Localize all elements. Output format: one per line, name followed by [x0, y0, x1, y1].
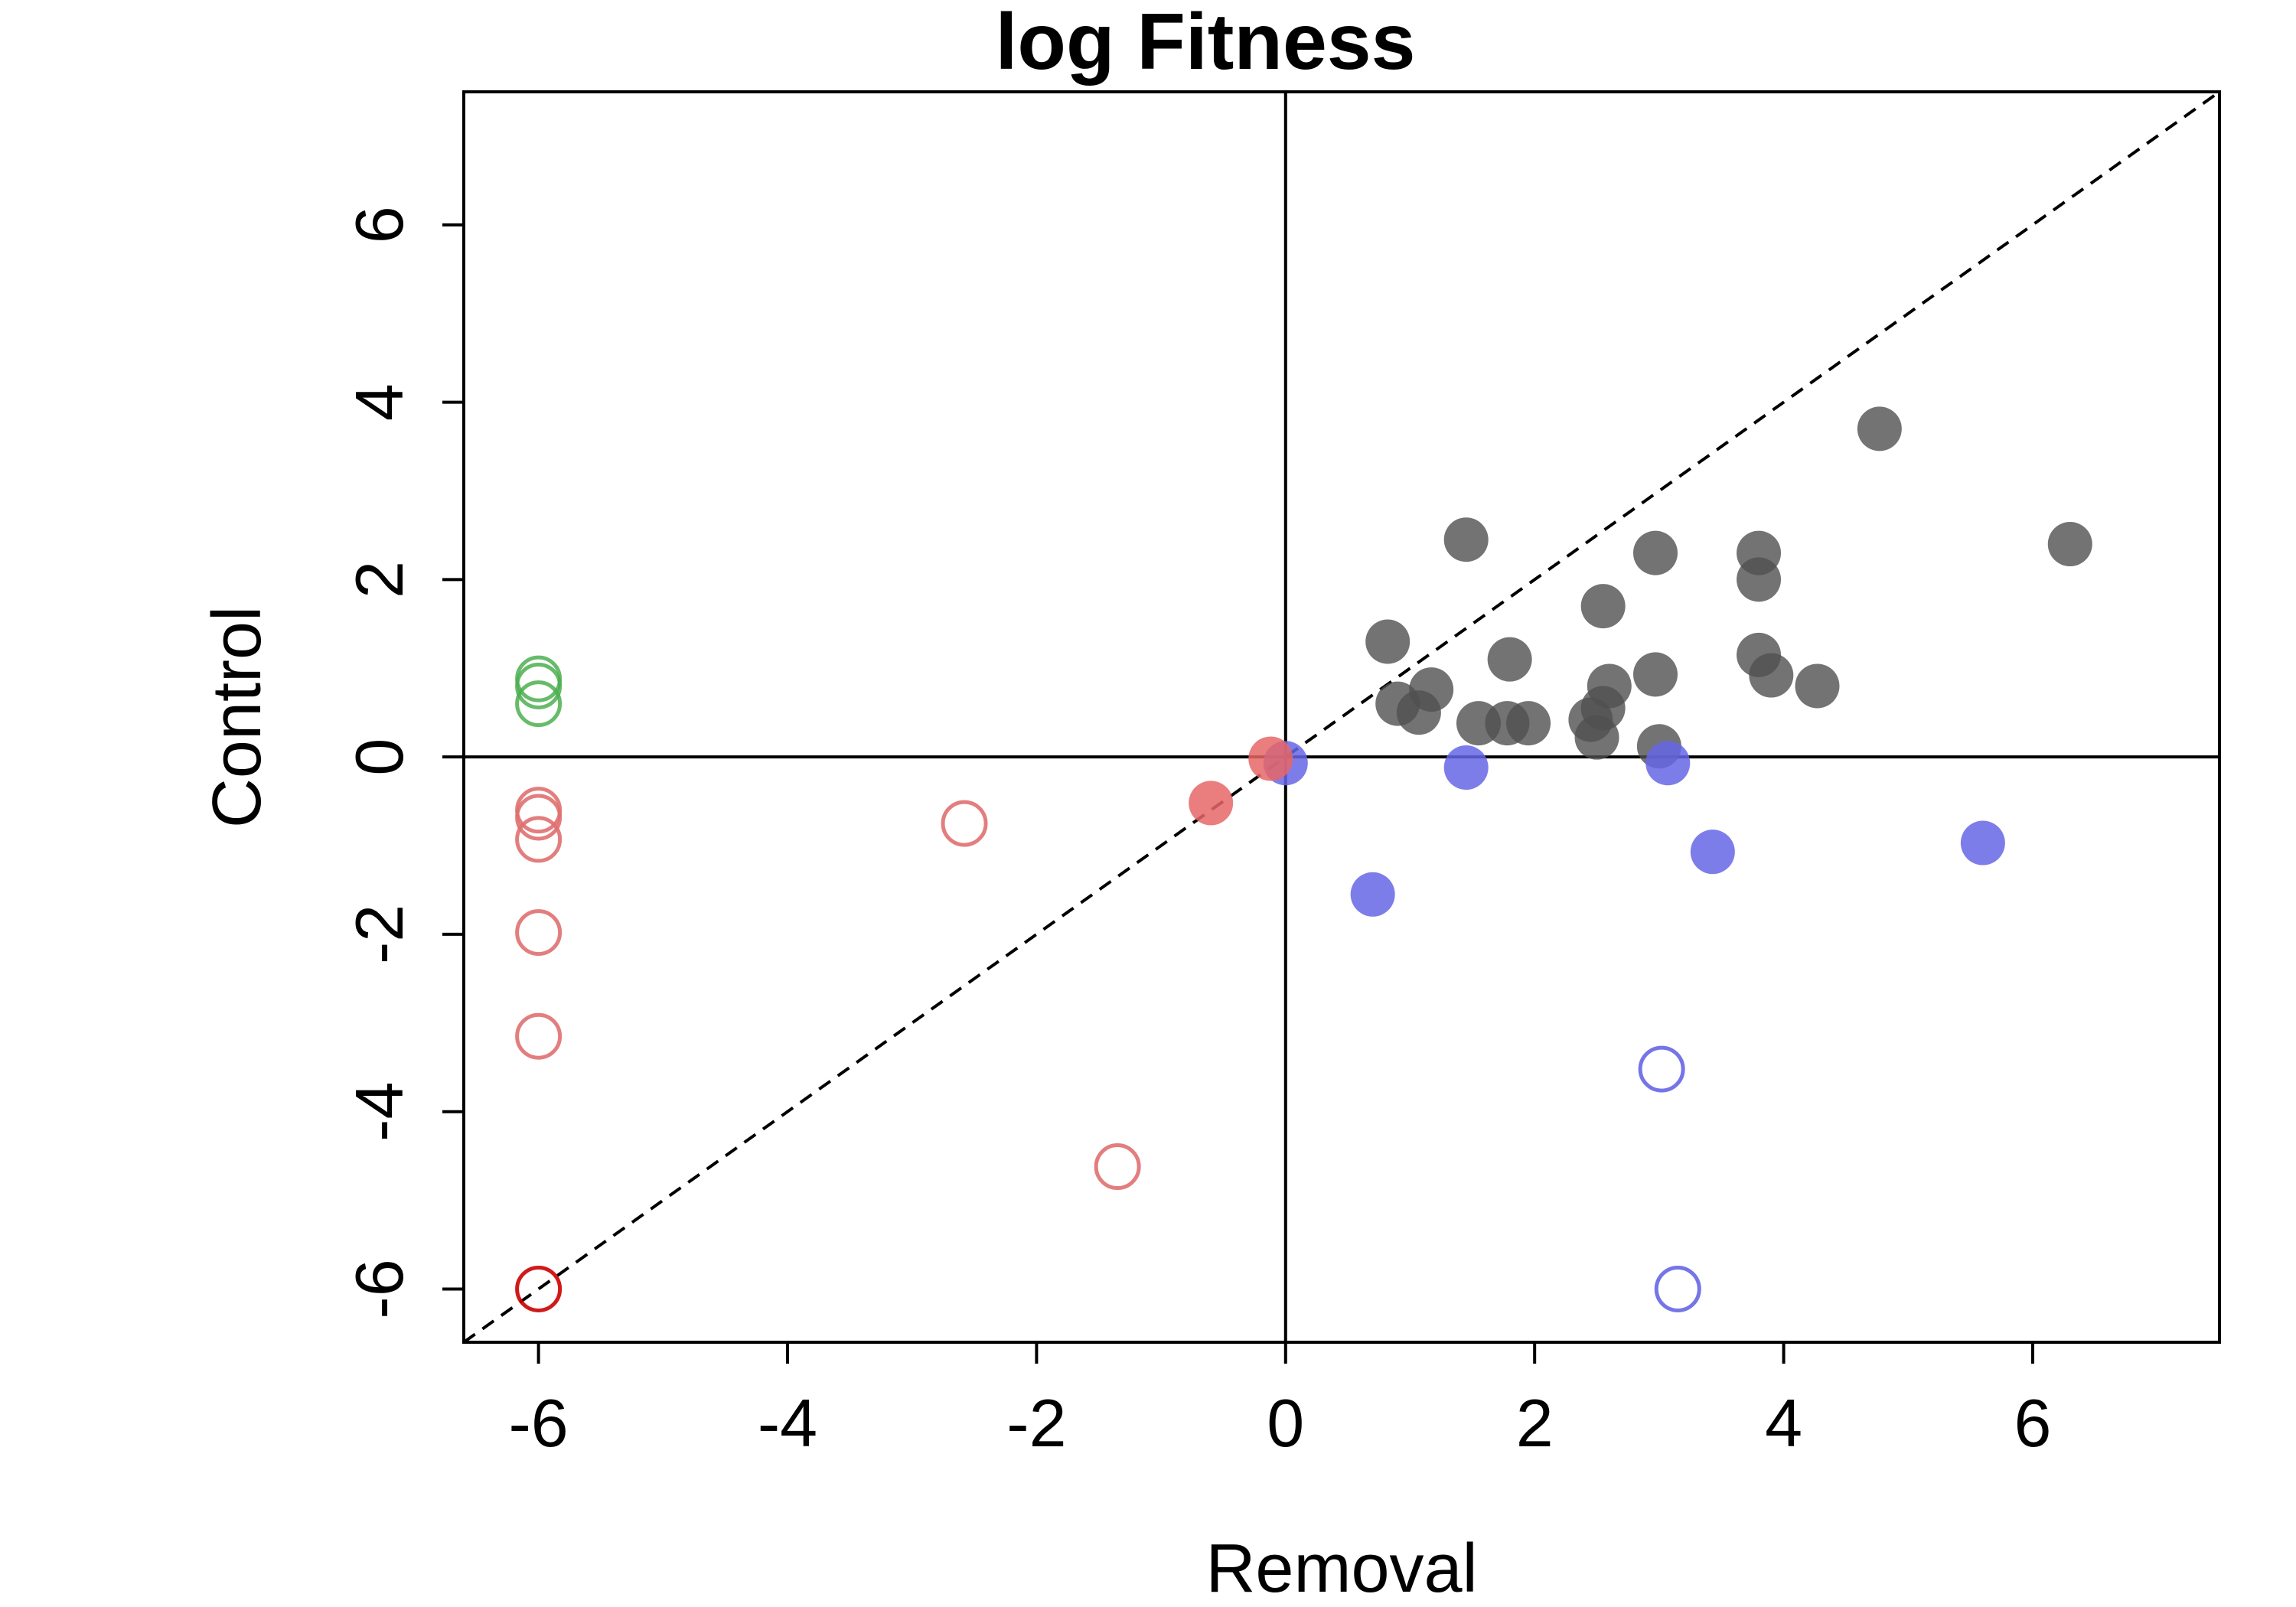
x-tick-label: -4 [758, 1385, 817, 1461]
y-axis: -6 -4 -2 0 2 4 6 [341, 206, 464, 1319]
data-point [515, 1265, 563, 1312]
data-point [1350, 872, 1395, 917]
x-axis-label: Removal [1205, 1530, 1477, 1607]
y-tick-label: -6 [341, 1259, 417, 1319]
data-point [941, 800, 988, 847]
data-point [1857, 406, 1902, 451]
y-tick-label: -2 [341, 905, 417, 964]
data-point [1248, 736, 1293, 781]
plot-frame [462, 90, 2221, 1344]
chart-title: log Fitness [996, 0, 1416, 86]
data-point [515, 1012, 563, 1060]
data-point [1587, 663, 1632, 709]
data-point [1645, 741, 1691, 786]
data-point [1443, 745, 1489, 790]
data-point [1632, 530, 1678, 575]
data-point [1737, 557, 1782, 602]
data-point [1654, 1265, 1701, 1312]
identity-dashed-line [462, 90, 2221, 1344]
data-point [1409, 667, 1454, 712]
data-point [1487, 637, 1532, 682]
y-axis-label: Control [199, 606, 276, 828]
x-tick-label: 0 [1267, 1385, 1304, 1461]
x-tick-label: 2 [1516, 1385, 1554, 1461]
data-point [515, 909, 563, 957]
data-point [1960, 820, 2005, 865]
x-tick-label: -6 [508, 1385, 568, 1461]
data-point [1365, 619, 1411, 664]
x-tick-label: -2 [1006, 1385, 1066, 1461]
data-point [1443, 517, 1489, 562]
y-tick-label: 4 [341, 383, 417, 421]
data-point [1749, 653, 1794, 698]
data-point [1690, 830, 1735, 875]
data-point [1580, 584, 1626, 629]
y-tick-label: 2 [341, 561, 417, 598]
x-tick-label: 6 [2014, 1385, 2051, 1461]
data-point [515, 816, 563, 863]
data-point [1094, 1143, 1141, 1191]
y-tick-label: -4 [341, 1082, 417, 1142]
data-point [2047, 522, 2092, 567]
data-point [515, 680, 563, 728]
x-tick-label: 4 [1765, 1385, 1802, 1461]
x-axis: -6 -4 -2 0 2 4 6 [508, 1342, 2051, 1461]
data-point [515, 662, 563, 709]
data-point [1506, 701, 1551, 746]
data-point [1632, 652, 1678, 697]
data-point [1795, 663, 1840, 709]
data-point [1638, 1045, 1685, 1093]
data-point [515, 794, 563, 841]
y-tick-label: 6 [341, 206, 417, 243]
data-points [515, 406, 2092, 1312]
reference-lines [462, 90, 2221, 1344]
y-tick-label: 0 [341, 738, 417, 776]
data-point [1189, 781, 1234, 826]
